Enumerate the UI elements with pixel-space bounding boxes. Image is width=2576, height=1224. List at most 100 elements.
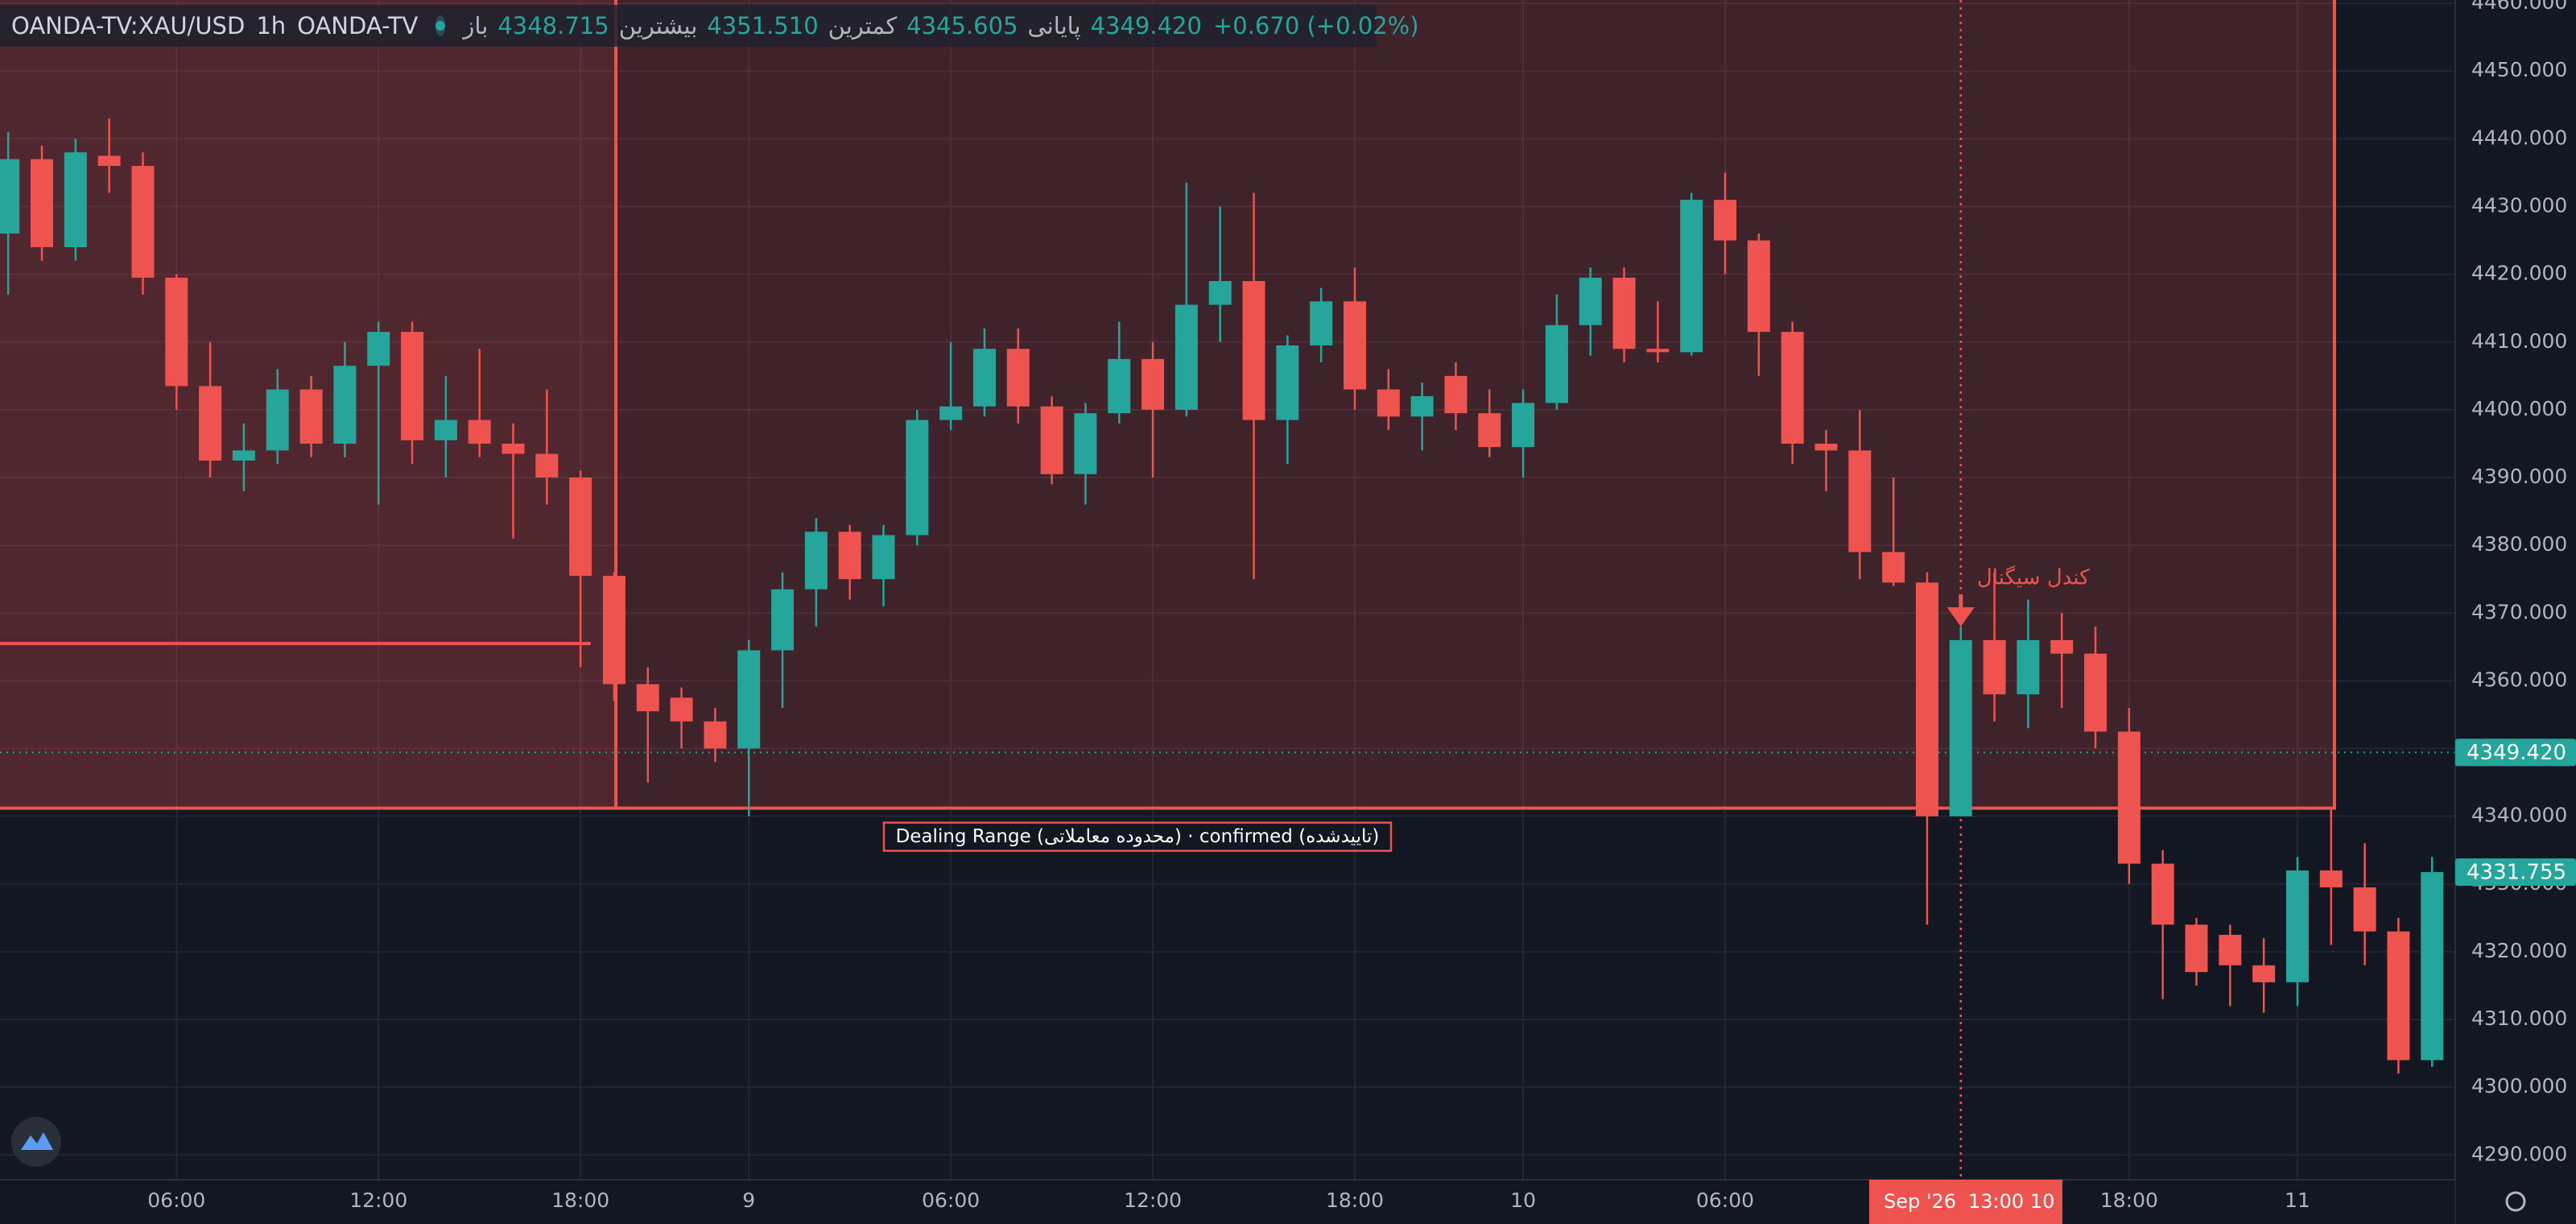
y-tick-label: 4400.000 (2471, 397, 2567, 420)
candle-body (1747, 240, 1770, 333)
ohlc-value: 4345.605 (906, 12, 1018, 39)
candle-body (602, 576, 625, 684)
candle-body (1208, 281, 1232, 305)
candle-body (535, 453, 559, 478)
source: OANDA-TV (297, 12, 419, 39)
symbol[interactable]: OANDA-TV:XAU/USD (11, 12, 246, 39)
x-tick-label: 06:00 (147, 1189, 205, 1212)
candle-body (2421, 872, 2444, 1061)
candle-body (165, 277, 188, 387)
candle-body (401, 332, 424, 440)
candle-body (1882, 552, 1905, 583)
candle-body (2353, 887, 2376, 932)
candle-body (906, 420, 929, 536)
x-tick-label: 10 (1510, 1189, 1536, 1212)
candle-body (232, 450, 255, 461)
logo (11, 1117, 61, 1167)
ohlc-label: باز (463, 12, 489, 39)
dealing-range-zone (0, 0, 2336, 810)
range-label-box (882, 821, 1393, 852)
price-label: 4331.755 (2467, 861, 2566, 885)
candle-body (972, 349, 996, 407)
y-tick-label: 4310.000 (2471, 1007, 2567, 1030)
y-tick-label: 4290.000 (2471, 1142, 2567, 1165)
candle-body (1108, 358, 1131, 414)
candle-body (771, 589, 795, 651)
candle-body (64, 152, 87, 247)
candle-body (1242, 281, 1265, 420)
y-tick-label: 4360.000 (2471, 668, 2567, 691)
candle-body (299, 389, 323, 444)
y-tick-label: 4450.000 (2471, 58, 2567, 81)
symbol-legend: OANDA-TV:XAU/USD 1h OANDA-TV باز 4348.715… (0, 5, 1419, 47)
y-tick-label: 4300.000 (2471, 1074, 2567, 1098)
candle-body (1040, 406, 1063, 474)
candle-body (434, 420, 457, 440)
interval[interactable]: 1h (256, 12, 287, 39)
candle-body (1006, 349, 1030, 407)
y-tick-label: 4440.000 (2471, 126, 2567, 149)
candle-body (502, 443, 525, 454)
change: +0.670 (+0.02%) (1212, 12, 1419, 39)
candle-body (1612, 277, 1636, 349)
candle-body (1074, 413, 1097, 474)
candle-body (1276, 345, 1299, 420)
status-dot (436, 15, 446, 36)
x-tick-label: 11 (2285, 1189, 2310, 1212)
candle-body (1141, 358, 1165, 410)
candle-body (1781, 332, 1804, 444)
candle-body (1377, 389, 1400, 417)
x-tick-label: 9 (742, 1189, 755, 1212)
x-tick-label: 06:00 (1696, 1189, 1754, 1212)
candle-body (2285, 870, 2309, 982)
signal-label: کندل سیگنال (1977, 565, 2090, 590)
candle-body (2387, 931, 2410, 1061)
price-axis (2455, 0, 2576, 1224)
candle-body (838, 531, 861, 580)
y-tick-label: 4340.000 (2471, 804, 2567, 827)
candle-body (2050, 639, 2074, 654)
settings-icon[interactable] (2505, 1191, 2526, 1212)
x-tick-label: 12:00 (349, 1189, 407, 1212)
x-tick-label: 06:00 (922, 1189, 980, 1212)
x-tick-label: 12:00 (1124, 1189, 1182, 1212)
candle-body (2185, 924, 2208, 973)
y-tick-label: 4430.000 (2471, 194, 2567, 217)
candle-body (804, 531, 828, 589)
y-tick-label: 4370.000 (2471, 600, 2567, 623)
candle-body (266, 389, 289, 451)
candle-body (1848, 450, 1872, 552)
candle-body (0, 159, 20, 234)
candle-body (1579, 277, 1602, 325)
candle-body (1310, 301, 1333, 345)
candle-body (2219, 934, 2242, 966)
x-tick-label: 18:00 (551, 1189, 609, 1212)
candle-body (2252, 965, 2276, 982)
ohlc-value: 4349.420 (1090, 12, 1202, 39)
candle-body (1949, 639, 1972, 817)
candle-body (872, 535, 895, 580)
ohlc-label: پایانی (1027, 12, 1081, 39)
ohlc-items: باز 4348.715 بیشترین 4351.510 کمترین 4345.605… (463, 12, 1202, 39)
y-tick-label: 4460.000 (2471, 0, 2567, 14)
candle-body (97, 155, 121, 167)
candle-body (131, 166, 155, 278)
candle-body (1814, 443, 1838, 451)
ohlc-value: 4351.510 (707, 12, 819, 39)
candle-body (1983, 639, 2006, 695)
price-label-box (2455, 738, 2576, 767)
y-tick-label: 4380.000 (2471, 532, 2567, 556)
x-tick-label: 18:00 (1326, 1189, 1384, 1212)
ohlc-label: بیشترین (618, 12, 698, 39)
candle-body (737, 650, 761, 749)
crosshair-time-box (1869, 1180, 2062, 1224)
candle-body (31, 159, 54, 247)
y-tick-label: 4320.000 (2471, 939, 2567, 962)
candle-body (1410, 396, 1434, 417)
candle-body (704, 721, 727, 749)
candle-body (2319, 870, 2343, 887)
candle-body (468, 420, 491, 444)
x-tick-label: 18:00 (2100, 1189, 2158, 1212)
